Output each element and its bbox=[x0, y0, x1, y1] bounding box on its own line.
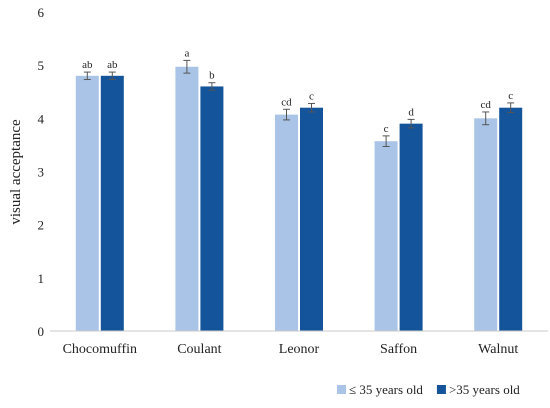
y-tick-label: 6 bbox=[38, 5, 45, 20]
significance-label: cd bbox=[481, 99, 492, 111]
bar bbox=[474, 118, 498, 331]
significance-label: c bbox=[508, 90, 513, 102]
significance-label: ab bbox=[107, 59, 118, 71]
y-tick-label: 0 bbox=[38, 324, 45, 339]
significance-label: c bbox=[309, 90, 314, 102]
significance-label: a bbox=[184, 47, 189, 59]
y-tick-label: 4 bbox=[38, 111, 45, 126]
bar bbox=[399, 123, 423, 332]
legend-label: ≤ 35 years old bbox=[349, 382, 423, 397]
y-axis-title: visual acceptance bbox=[8, 119, 24, 225]
y-tick-label: 3 bbox=[38, 165, 45, 180]
legend-label: >35 years old bbox=[449, 382, 520, 397]
bar bbox=[374, 141, 398, 331]
y-axis: 0 1 2 3 4 5 6 bbox=[38, 5, 45, 339]
x-tick-label: Leonor bbox=[279, 342, 320, 357]
legend: ≤ 35 years old >35 years old bbox=[337, 382, 520, 397]
bar bbox=[275, 114, 298, 331]
y-tick-label: 5 bbox=[38, 58, 45, 73]
bar bbox=[200, 86, 224, 331]
significance-label: cd bbox=[281, 96, 292, 108]
legend-swatch bbox=[337, 385, 346, 394]
bar bbox=[499, 107, 523, 331]
significance-label: d bbox=[408, 106, 414, 118]
significance-label: c bbox=[384, 123, 389, 135]
x-tick-label: Saffon bbox=[380, 342, 417, 357]
bar bbox=[175, 66, 199, 332]
y-tick-label: 2 bbox=[38, 218, 45, 233]
bar bbox=[75, 75, 99, 331]
legend-swatch bbox=[436, 385, 446, 394]
x-tick-label: Chocomuffin bbox=[63, 342, 137, 357]
x-tick-label: Walnut bbox=[478, 342, 518, 357]
significance-label: b bbox=[209, 70, 215, 82]
bar bbox=[100, 75, 124, 331]
x-tick-label: Coulant bbox=[177, 342, 221, 357]
significance-label: ab bbox=[82, 59, 93, 71]
bar bbox=[300, 107, 323, 331]
y-tick-label: 1 bbox=[38, 271, 45, 286]
x-axis: Chocomuffin Coulant Leonor Saffon Walnut bbox=[50, 330, 548, 357]
